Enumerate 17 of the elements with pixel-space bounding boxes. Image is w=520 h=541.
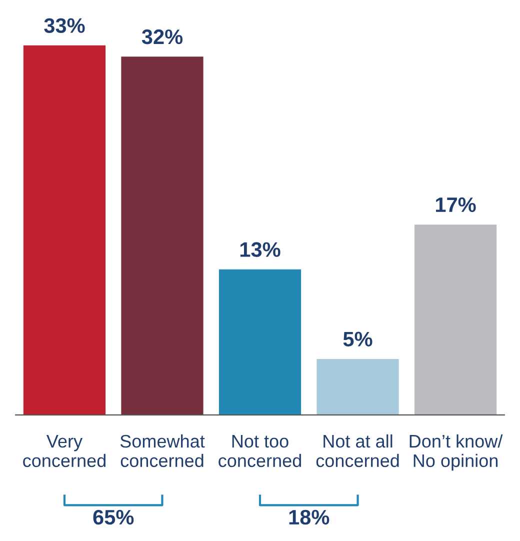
bar [121,56,204,415]
data-label: 13% [240,242,280,257]
text: 18% [289,510,330,525]
text: 65% [93,510,134,525]
bar [23,45,106,415]
x-tick-label: Don’t know/ No opinion [410,434,503,471]
data-label: 5% [343,332,372,347]
data-label: 33% [44,18,85,34]
x-tick-label: Somewhat concerned [120,434,205,468]
x-tick-label: Not at all concerned [316,434,399,468]
x-tick-label: Very concerned [23,435,106,468]
data-label: 32% [142,29,183,44]
bar [316,358,399,415]
x-tick-label: Not too concerned [218,435,301,468]
bar [218,269,302,415]
bar [414,224,497,415]
data-label: 17% [436,197,476,212]
